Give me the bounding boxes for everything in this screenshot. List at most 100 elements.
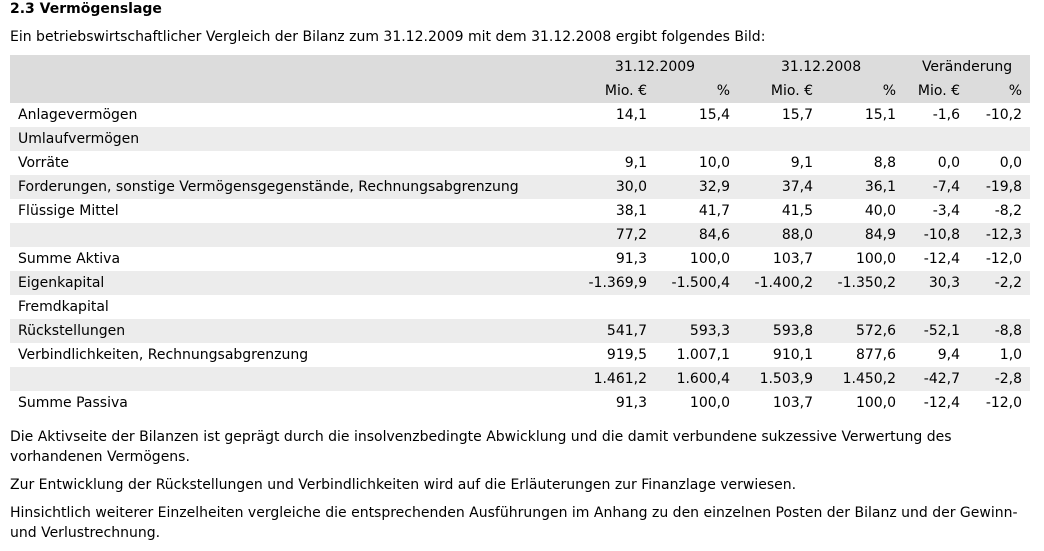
value-cell: 8,8 <box>873 155 897 171</box>
value-cell: 10,0 <box>698 155 731 171</box>
value-cell: 37,4 <box>781 179 814 195</box>
value-cell: 1.600,4 <box>676 371 731 387</box>
value-cell: -42,7 <box>923 371 961 387</box>
value-cell: -10,8 <box>923 227 961 243</box>
unit-header: % <box>1008 83 1023 99</box>
cell <box>10 367 572 391</box>
table-row: Anlagevermögen 14,1 15,4 15,7 15,1 -1,6 -10,2 <box>10 103 1030 127</box>
group-header: 31.12.2009 <box>614 59 696 75</box>
value-cell: 100,0 <box>689 395 731 411</box>
value-cell: -12,0 <box>985 251 1023 267</box>
cell <box>10 223 572 247</box>
value-cell: 91,3 <box>615 395 647 411</box>
table-row: Summe Aktiva 91,3 100,0 103,7 100,0 -12,4 -12,… <box>10 247 1030 271</box>
value-cell: 877,6 <box>855 347 897 363</box>
value-cell: -1.369,9 <box>588 275 648 291</box>
value-cell: -19,8 <box>985 179 1023 195</box>
unit-header: Mio. € <box>770 83 814 99</box>
value-cell: 36,1 <box>864 179 897 195</box>
unit-header: Mio. € <box>604 83 647 99</box>
table-row: Forderungen, sonstige Vermögensgegenstän… <box>10 175 1031 199</box>
value-cell: 1,0 <box>999 347 1023 363</box>
value-cell: -3,4 <box>932 203 961 219</box>
value-cell: 9,1 <box>624 155 647 171</box>
table-row: Vorräte 9,1 10,0 9,1 8,8 0,0 0,0 <box>10 151 1030 175</box>
value-cell: 32,9 <box>698 179 731 195</box>
row-label: Verbindlichkeiten, Rechnungsabgrenzung <box>18 347 309 363</box>
value-cell: -12,0 <box>985 395 1023 411</box>
value-cell: -12,3 <box>985 227 1023 243</box>
row-label: Forderungen, sonstige Vermögensgegenstän… <box>18 179 519 195</box>
table-row: Rückstellungen 541,7 593,3 593,8 572,6 -52,1 -… <box>10 319 1031 343</box>
value-cell: 593,3 <box>689 323 731 339</box>
row-label: Eigenkapital <box>18 275 105 291</box>
paragraph: Hinsichtlich weiterer Einzelheiten vergl… <box>10 505 1018 541</box>
row-label: Fremdkapital <box>18 299 109 315</box>
value-cell: -8,8 <box>994 323 1023 339</box>
table-row: Flüssige Mittel 38,1 41,7 41,5 40,0 -3,4 -8,2 <box>10 199 1030 223</box>
value-cell: 919,5 <box>606 347 647 363</box>
row-label: Summe Aktiva <box>18 251 121 267</box>
unit-header: Mio. € <box>917 83 961 99</box>
value-cell: 41,7 <box>698 203 731 219</box>
header-row: 31.12.2009 31.12.2008 Veränderung <box>10 55 1031 79</box>
table-row: 77,2 84,6 88,0 84,9 -10,8 -12,3 <box>10 223 1031 247</box>
value-cell: -2,2 <box>994 275 1023 291</box>
value-cell: 572,6 <box>855 323 897 339</box>
value-cell: 88,0 <box>781 227 814 243</box>
value-cell: -1.500,4 <box>671 275 731 291</box>
value-cell: 910,1 <box>772 347 814 363</box>
value-cell: -2,8 <box>994 371 1023 387</box>
value-cell: -7,4 <box>932 179 961 195</box>
unit-header: % <box>716 83 731 99</box>
value-cell: 0,0 <box>999 155 1023 171</box>
value-cell: -1.350,2 <box>837 275 897 291</box>
intro: Ein betriebswirtschaftlicher Vergleich d… <box>10 29 766 45</box>
paragraphs: Die Aktivseite der Bilanzen ist geprägt … <box>10 427 1034 551</box>
title: 2.3 Vermögenslage <box>10 1 162 17</box>
value-cell: 0,0 <box>937 155 961 171</box>
table-row: Verbindlichkeiten, Rechnungsabgrenzung 91… <box>10 343 1030 367</box>
table-row: Summe Passiva 91,3 100,0 103,7 100,0 -12,4 -12… <box>10 391 1030 415</box>
value-cell: 84,6 <box>698 227 731 243</box>
value-cell: 593,8 <box>772 323 814 339</box>
value-cell: 541,7 <box>606 323 647 339</box>
value-cell: 41,5 <box>781 203 814 219</box>
value-cell: 9,1 <box>790 155 814 171</box>
value-cell: -52,1 <box>923 323 961 339</box>
value-cell: -12,4 <box>923 251 961 267</box>
value-cell: -10,2 <box>985 107 1023 123</box>
value-cell: -1.400,2 <box>754 275 814 291</box>
value-cell: 91,3 <box>615 251 647 267</box>
value-cell: 100,0 <box>689 251 731 267</box>
row-label: Rückstellungen <box>18 323 126 339</box>
value-cell: 15,7 <box>781 107 814 123</box>
value-cell: 14,1 <box>615 107 647 123</box>
value-cell: 30,0 <box>615 179 647 195</box>
value-cell: 100,0 <box>855 395 897 411</box>
table-row: Eigenkapital -1.369,9 -1.500,4 -1.400,2 -1.3… <box>10 271 1031 295</box>
table-row: Umlaufvermögen <box>10 127 1031 151</box>
value-cell: 103,7 <box>772 251 814 267</box>
unit-header: % <box>882 83 897 99</box>
row-label: Vorräte <box>18 155 70 171</box>
value-cell: -1,6 <box>932 107 961 123</box>
value-cell: 15,1 <box>864 107 897 123</box>
value-cell: 9,4 <box>937 347 961 363</box>
value-cell: 40,0 <box>864 203 897 219</box>
group-header: 31.12.2008 <box>780 59 862 75</box>
value-cell: -8,2 <box>994 203 1023 219</box>
value-cell: 100,0 <box>855 251 897 267</box>
value-cell: 1.450,2 <box>842 371 897 387</box>
value-cell: 1.503,9 <box>759 371 814 387</box>
value-cell: 15,4 <box>698 107 731 123</box>
paragraph: Zur Entwicklung der Rückstellungen und V… <box>10 477 797 493</box>
table-row: 1.461,2 1.600,4 1.503,9 1.450,2 -42,7 -2,8 <box>10 367 1031 391</box>
row-label: Summe Passiva <box>18 395 128 411</box>
header-row: Mio. €% Mio. €% Mio. €% <box>10 79 1031 103</box>
value-cell: 30,3 <box>928 275 961 291</box>
value-cell: 84,9 <box>864 227 897 243</box>
row-label: Anlagevermögen <box>18 107 138 123</box>
balance-table: 31.12.2009 31.12.2008 Veränderung Mio. €% Mi… <box>10 55 1031 415</box>
